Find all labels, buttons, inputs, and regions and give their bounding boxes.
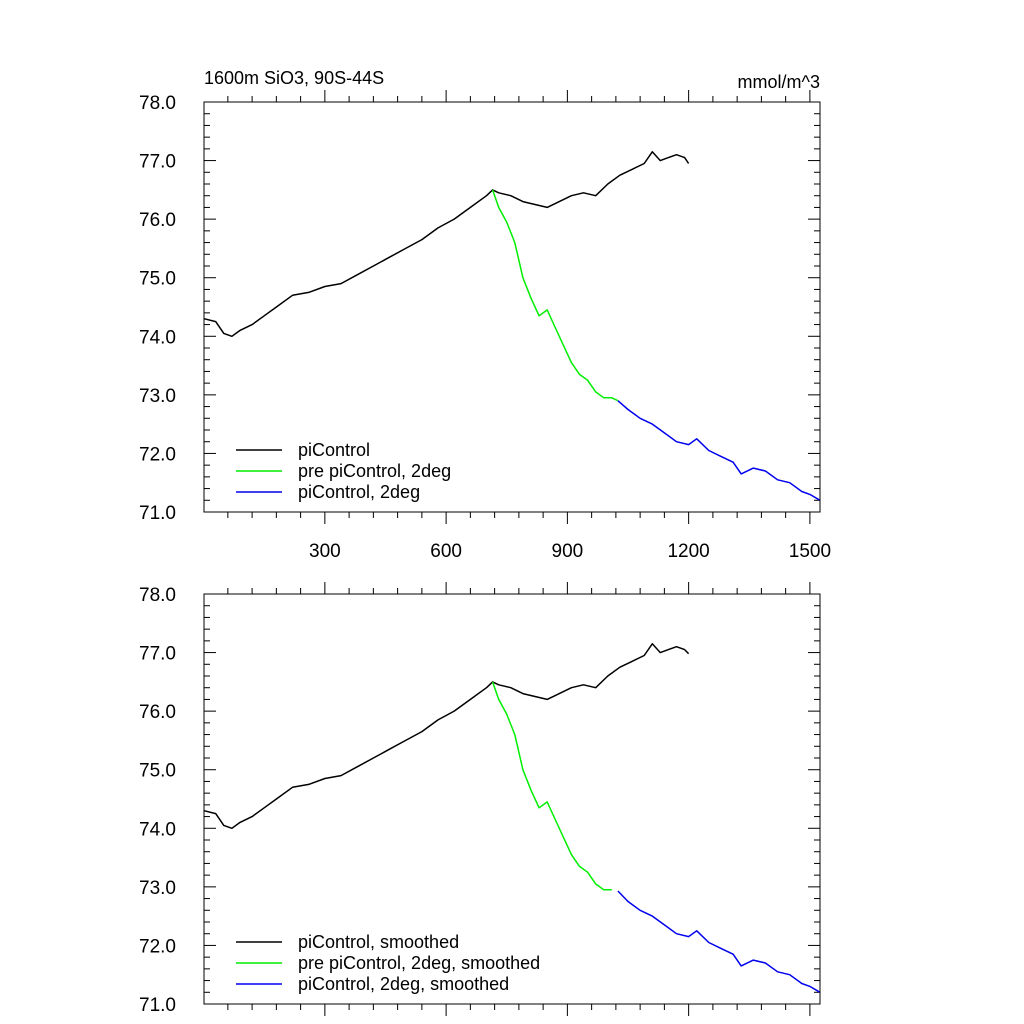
top-legend-label-1: piControl (298, 440, 370, 460)
top-panel-series (203, 151, 821, 501)
top-panel-frame (203, 101, 821, 513)
bottom-series-line-3 (617, 890, 821, 993)
bottom-panel-series (203, 643, 821, 993)
bottom-y-tick-label: 75.0 (139, 761, 176, 782)
top-legend-label-2: pre piControl, 2deg (298, 461, 451, 481)
top-x-tick-label: 300 (309, 541, 341, 562)
bottom-legend-label-2: pre piControl, 2deg, smoothed (298, 953, 540, 973)
top-legend-label-3: piControl, 2deg (298, 482, 420, 502)
top-panel-axes: 71.0 72.0 73.0 74.0 75.0 76.0 77.0 78.0 300 600 90… (139, 90, 831, 562)
bottom-panel-frame (203, 593, 821, 1005)
bottom-panel-axes: 71.0 72.0 73.0 74.0 75.0 76.0 77.0 78.0 (139, 582, 820, 1016)
top-y-tick-label: 77.0 (139, 152, 176, 173)
bottom-legend-label-3: piControl, 2deg, smoothed (298, 974, 509, 994)
top-y-tick-label: 74.0 (139, 327, 176, 348)
bottom-y-tick-label: 78.0 (139, 585, 176, 606)
top-panel-title: 1600m SiO3, 90S-44S (204, 68, 384, 88)
top-panel: 1600m SiO3, 90S-44S mmol/m^3 71.0 72.0 73.… (139, 68, 831, 562)
top-x-tick-label: 1200 (667, 541, 709, 562)
top-panel-units: mmol/m^3 (738, 72, 820, 92)
top-x-tick-label: 900 (552, 541, 584, 562)
bottom-panel: 71.0 72.0 73.0 74.0 75.0 76.0 77.0 78.0 piContr… (139, 582, 821, 1016)
top-y-tick-label: 75.0 (139, 269, 176, 290)
top-series-line-2 (491, 189, 619, 402)
bottom-y-tick-label: 71.0 (139, 995, 176, 1016)
top-y-tick-label: 76.0 (139, 210, 176, 231)
bottom-y-tick-label: 74.0 (139, 819, 176, 840)
top-y-tick-label: 73.0 (139, 386, 176, 407)
top-x-tick-label: 600 (430, 541, 462, 562)
top-x-tick-label: 1500 (789, 541, 831, 562)
top-series-line-1 (203, 151, 690, 338)
top-y-tick-label: 71.0 (139, 503, 176, 524)
bottom-series-line-1 (203, 643, 690, 830)
bottom-y-tick-label: 73.0 (139, 878, 176, 899)
bottom-y-tick-label: 76.0 (139, 702, 176, 723)
bottom-series-line-2 (491, 681, 612, 891)
top-y-tick-label: 72.0 (139, 444, 176, 465)
top-series-line-3 (617, 400, 821, 501)
bottom-legend-label-1: piControl, smoothed (298, 932, 459, 952)
bottom-y-tick-label: 72.0 (139, 936, 176, 957)
top-y-tick-label: 78.0 (139, 93, 176, 114)
bottom-y-tick-label: 77.0 (139, 644, 176, 665)
